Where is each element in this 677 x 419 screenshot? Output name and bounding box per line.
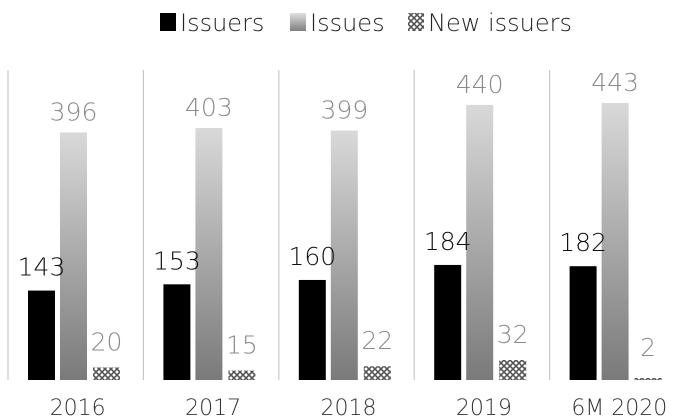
value-label-new-issuers: 22	[361, 326, 393, 355]
legend: Issuers Issues New issuers	[160, 9, 572, 37]
bar-new-issuers	[499, 359, 527, 380]
bar-issuers	[28, 290, 55, 380]
category-labels: 2016 2017 2018 2019 6M 2020	[50, 396, 668, 419]
legend-label-issuers: Issuers	[180, 9, 264, 37]
legend-item-issuers: Issuers	[160, 9, 264, 37]
legend-label-new-issuers: New issuers	[428, 9, 572, 37]
bar-issues	[466, 104, 494, 380]
bar-issuers	[298, 279, 326, 380]
bar-new-issuers	[634, 378, 662, 380]
value-labels: 143 396 20 153 403 15 160 399 22 184 440 32 182 443 2	[18, 68, 656, 362]
bar-new-issuers	[228, 370, 256, 380]
value-label-issuers: 160	[288, 242, 336, 271]
bar-new-issuers	[363, 366, 391, 380]
category-label: 2017	[185, 396, 241, 419]
value-label-issues: 443	[591, 68, 639, 97]
category-label: 2018	[321, 396, 377, 419]
category-label: 6M 2020	[571, 396, 667, 419]
legend-item-new-issuers: New issuers	[408, 9, 572, 37]
bar-issuers	[569, 266, 597, 380]
value-label-issues: 399	[320, 96, 368, 125]
bar-issues	[60, 132, 87, 380]
bar-new-issuers	[93, 367, 120, 380]
value-label-issuers: 184	[424, 227, 472, 256]
bar-issuers	[163, 284, 191, 380]
value-label-new-issuers: 32	[497, 320, 529, 349]
value-label-issuers: 143	[18, 253, 66, 282]
legend-swatch-new-issuers	[408, 13, 424, 31]
value-label-new-issuers: 15	[226, 331, 258, 360]
value-label-issues: 403	[185, 93, 233, 122]
value-label-new-issuers: 2	[640, 333, 656, 362]
category-label: 2016	[50, 396, 106, 419]
category-separators	[7, 70, 551, 380]
legend-swatch-issues	[290, 13, 306, 31]
value-label-new-issuers: 20	[91, 327, 123, 356]
bar-issues	[601, 103, 629, 380]
bar-issues	[330, 130, 358, 380]
value-label-issues: 440	[456, 70, 504, 99]
legend-swatch-issuers	[160, 13, 176, 31]
value-label-issuers: 153	[153, 246, 201, 275]
bar-issuers	[434, 264, 462, 380]
bar-issues	[195, 128, 223, 380]
bars	[28, 103, 662, 380]
legend-item-issues: Issues	[290, 9, 385, 37]
legend-label-issues: Issues	[310, 9, 385, 37]
category-label: 2019	[456, 396, 512, 419]
value-label-issues: 396	[50, 97, 98, 126]
value-label-issuers: 182	[559, 228, 607, 257]
